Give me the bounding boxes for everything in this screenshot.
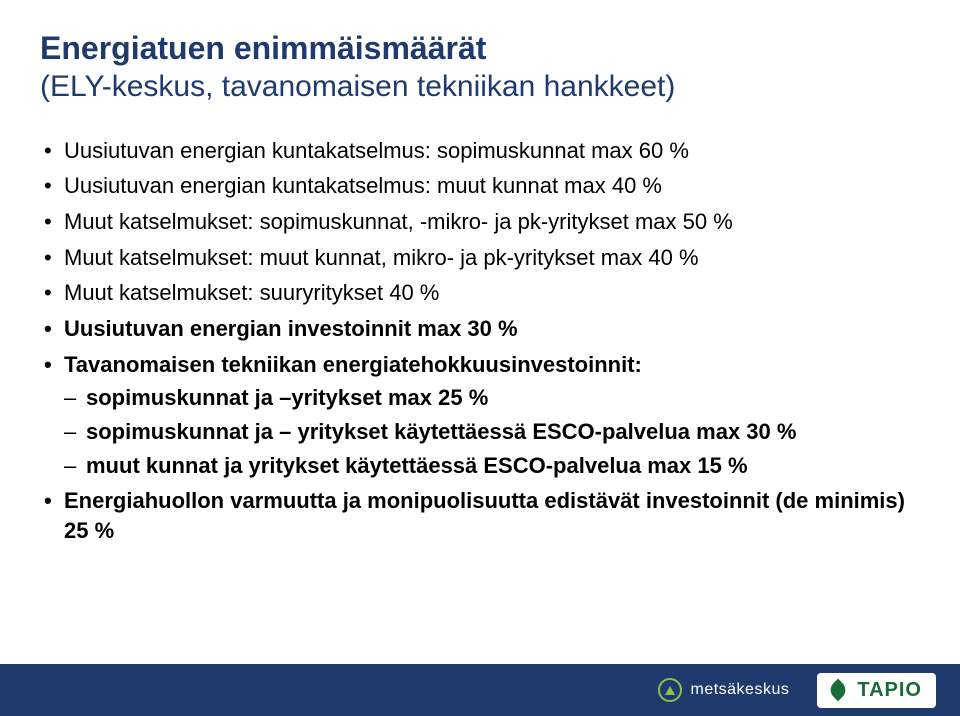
footer-bar: metsäkeskus TAPIO [0, 664, 960, 716]
bullet-item: Energiahuollon varmuutta ja monipuolisuu… [40, 486, 920, 545]
sub-bullet-text: muut kunnat ja yritykset käytettäessä ES… [86, 453, 748, 478]
tapio-logo: TAPIO [817, 673, 936, 708]
sub-bullet-item: sopimuskunnat ja – yritykset käytettäess… [64, 417, 920, 447]
bullet-item: Tavanomaisen tekniikan energiatehokkuusi… [40, 350, 920, 481]
tapio-label: TAPIO [857, 679, 922, 702]
metsakeskus-logo: metsäkeskus [658, 678, 789, 702]
bullet-item: Muut katselmukset: muut kunnat, mikro- j… [40, 243, 920, 273]
metsakeskus-icon [658, 678, 682, 702]
title-line-2: (ELY-keskus, tavanomaisen tekniikan hank… [40, 68, 920, 106]
tapio-leaf-icon [827, 679, 849, 701]
bullet-text: Muut katselmukset: muut kunnat, mikro- j… [64, 245, 699, 270]
sub-bullet-item: muut kunnat ja yritykset käytettäessä ES… [64, 451, 920, 481]
bullet-text: Tavanomaisen tekniikan energiatehokkuusi… [64, 352, 642, 377]
title-line-1: Energiatuen enimmäismäärät [40, 28, 920, 68]
slide: Energiatuen enimmäismäärät (ELY-keskus, … [0, 0, 960, 716]
sub-bullet-item: sopimuskunnat ja –yritykset max 25 % [64, 383, 920, 413]
metsakeskus-label: metsäkeskus [690, 681, 789, 699]
bullet-text: Energiahuollon varmuutta ja monipuolisuu… [64, 488, 905, 543]
bullet-text: Uusiutuvan energian kuntakatselmus: sopi… [64, 138, 689, 163]
content-area: Uusiutuvan energian kuntakatselmus: sopi… [40, 136, 920, 546]
bullet-item: Uusiutuvan energian investoinnit max 30 … [40, 314, 920, 344]
bullet-list: Uusiutuvan energian kuntakatselmus: sopi… [40, 136, 920, 546]
bullet-text: Uusiutuvan energian kuntakatselmus: muut… [64, 173, 662, 198]
bullet-item: Muut katselmukset: sopimuskunnat, -mikro… [40, 207, 920, 237]
slide-title: Energiatuen enimmäismäärät (ELY-keskus, … [40, 28, 920, 106]
bullet-item: Muut katselmukset: suuryritykset 40 % [40, 278, 920, 308]
bullet-text: Muut katselmukset: sopimuskunnat, -mikro… [64, 209, 733, 234]
sub-bullet-text: sopimuskunnat ja –yritykset max 25 % [86, 385, 488, 410]
bullet-item: Uusiutuvan energian kuntakatselmus: sopi… [40, 136, 920, 166]
sub-bullet-list: sopimuskunnat ja –yritykset max 25 % sop… [64, 383, 920, 480]
bullet-item: Uusiutuvan energian kuntakatselmus: muut… [40, 171, 920, 201]
sub-bullet-text: sopimuskunnat ja – yritykset käytettäess… [86, 419, 796, 444]
bullet-text: Muut katselmukset: suuryritykset 40 % [64, 280, 439, 305]
bullet-text: Uusiutuvan energian investoinnit max 30 … [64, 316, 518, 341]
